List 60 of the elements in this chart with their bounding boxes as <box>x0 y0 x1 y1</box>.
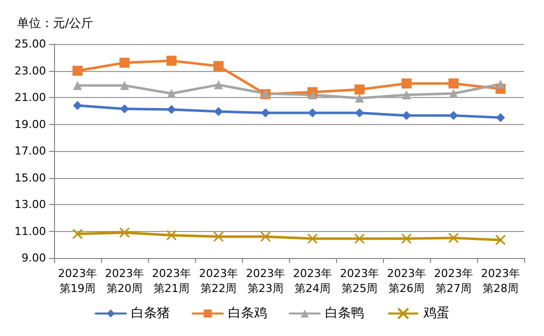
point <box>166 56 176 66</box>
y-tick-label: 25.00 <box>14 38 46 50</box>
y-tick-label: 17.00 <box>14 144 46 158</box>
point <box>402 111 411 120</box>
x-tick-label: 2023年第26周 <box>387 267 426 295</box>
point <box>120 104 129 114</box>
x-tick-label: 2023年第24周 <box>293 267 332 295</box>
y-tick-label: 15.00 <box>14 171 46 184</box>
point <box>72 228 83 240</box>
point <box>73 101 82 110</box>
y-tick-label: 21.00 <box>14 91 46 104</box>
x-tick-label: 2023年第23周 <box>246 267 285 295</box>
point <box>214 61 224 72</box>
point <box>496 113 505 122</box>
point <box>496 80 505 89</box>
point <box>260 231 271 242</box>
point <box>495 234 506 246</box>
legend-label: 白条猪 <box>130 306 170 321</box>
point <box>167 88 176 98</box>
point <box>120 58 130 68</box>
point <box>354 84 364 94</box>
legend-label: 白条鸡 <box>228 306 267 321</box>
point <box>449 111 458 120</box>
point <box>449 88 458 98</box>
y-tick-label: 13.00 <box>14 198 46 211</box>
x-tick-label: 2023年第28周 <box>481 267 520 295</box>
point <box>166 230 177 241</box>
y-tick-label: 19.00 <box>14 118 46 131</box>
x-tick-label: 2023年第22周 <box>199 267 238 295</box>
point <box>448 78 458 88</box>
legend-label: 鸡蛋 <box>422 306 450 321</box>
y-tick-label: 23.00 <box>14 64 46 78</box>
point <box>213 231 224 242</box>
y-tick-label: 11.00 <box>14 224 46 238</box>
point <box>448 232 459 244</box>
point <box>214 107 223 116</box>
point <box>354 233 365 244</box>
point <box>120 80 129 90</box>
point <box>119 227 130 238</box>
point <box>307 233 318 244</box>
point <box>167 105 176 114</box>
legend-label: 白条鸭 <box>324 306 364 321</box>
point <box>308 90 317 100</box>
point <box>402 90 411 100</box>
point <box>308 108 317 118</box>
x-tick-label: 2023年第19周 <box>58 267 97 295</box>
point <box>402 78 412 88</box>
x-tick-label: 2023年第25周 <box>340 267 379 295</box>
x-tick-label: 2023年第20周 <box>105 267 144 295</box>
y-axis-title: 单位：元/公斤 <box>17 16 94 30</box>
point <box>261 108 270 118</box>
y-tick-label: 9.00 <box>22 252 46 264</box>
point <box>73 80 82 90</box>
point <box>401 233 412 244</box>
point <box>355 108 364 118</box>
point <box>72 66 82 76</box>
point <box>355 94 364 103</box>
x-tick-label: 2023年第27周 <box>434 267 473 295</box>
x-tick-label: 2023年第21周 <box>152 267 191 295</box>
point <box>214 80 223 90</box>
